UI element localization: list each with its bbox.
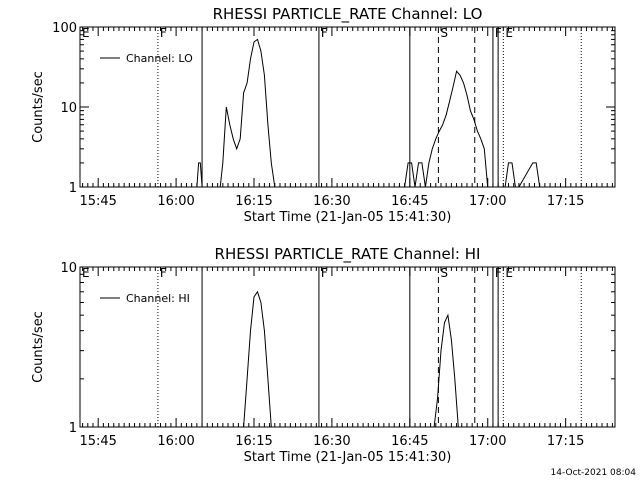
x-tick-label: 17:00 (469, 194, 506, 209)
x-tick-label: 16:45 (391, 434, 428, 449)
x-tick-label: 16:00 (157, 434, 194, 449)
plot-title: RHESSI PARTICLE_RATE Channel: HI (215, 245, 481, 264)
y-tick-label: 1 (69, 421, 77, 436)
event-label: F (321, 26, 328, 40)
x-tick-label: 17:15 (547, 434, 584, 449)
y-tick-label: 100 (52, 21, 77, 36)
series-line (196, 38, 541, 188)
x-tick-label: 16:00 (157, 194, 194, 209)
x-tick-label: 16:45 (391, 194, 428, 209)
x-tick-label: 17:15 (547, 194, 584, 209)
plot-timestamp: 14-Oct-2021 08:04 (550, 468, 636, 478)
event-label: S (440, 26, 448, 40)
plot-title: RHESSI PARTICLE_RATE Channel: LO (213, 5, 483, 24)
x-tick-label: 17:00 (469, 434, 506, 449)
event-label: F (160, 26, 167, 40)
y-tick-label: 10 (60, 261, 77, 276)
event-label: S (440, 266, 448, 280)
x-tick-label: 15:45 (79, 434, 116, 449)
event-label: F (160, 266, 167, 280)
x-tick-label: 16:15 (235, 194, 272, 209)
y-axis-label: Counts/sec (31, 311, 46, 383)
event-label: E (82, 26, 90, 40)
y-tick-label: 10 (60, 101, 77, 116)
legend-label: Channel: LO (126, 52, 193, 65)
event-label: E (82, 266, 90, 280)
event-label: E (505, 26, 513, 40)
x-tick-label: 16:30 (313, 434, 350, 449)
series-line (243, 290, 459, 428)
plot-frame (79, 266, 616, 428)
x-axis-label: Start Time (21-Jan-05 15:41:30) (244, 450, 452, 465)
event-label: E (505, 266, 513, 280)
x-tick-label: 16:30 (313, 194, 350, 209)
x-axis-label: Start Time (21-Jan-05 15:41:30) (244, 210, 452, 225)
x-tick-label: 16:15 (235, 434, 272, 449)
y-axis-label: Counts/sec (31, 71, 46, 143)
x-tick-label: 15:45 (79, 194, 116, 209)
y-tick-label: 1 (69, 181, 77, 196)
event-label: F (321, 266, 328, 280)
legend-label: Channel: HI (126, 292, 190, 305)
